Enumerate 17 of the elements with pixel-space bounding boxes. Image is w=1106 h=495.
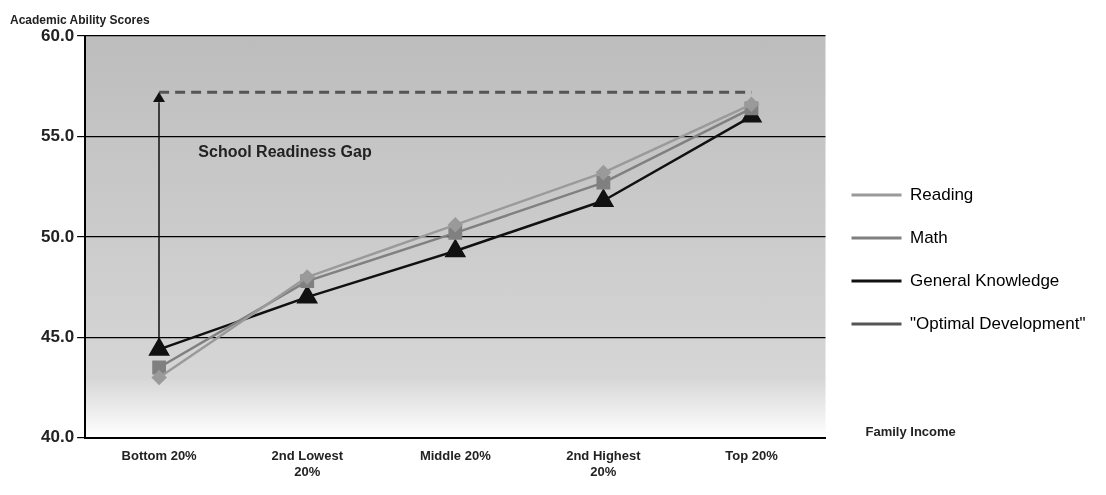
y-tick-label: 40.0: [40, 427, 75, 447]
x-tick-label: 2nd Highest 20%: [566, 448, 642, 479]
x-tick-label: Bottom 20%: [121, 448, 198, 464]
annotation: School Readiness Gap: [198, 142, 372, 160]
y-tick-label: 45.0: [40, 327, 75, 347]
x-tick-label: Middle 20%: [419, 448, 492, 464]
y-tick-label: 60.0: [40, 25, 75, 45]
x-tick-label: Top 20%: [725, 448, 779, 464]
y-axis-title: Academic Ability Scores: [10, 13, 150, 27]
x-axis-title: Family Income: [865, 423, 956, 439]
legend-label: Reading: [910, 184, 974, 204]
legend-label: Math: [910, 227, 948, 247]
x-tick-label: 2nd Lowest 20%: [271, 448, 344, 479]
y-tick-label: 55.0: [40, 126, 75, 146]
legend-label: "Optimal Development": [910, 313, 1086, 333]
y-tick-label: 50.0: [40, 226, 75, 246]
legend-label: General Knowledge: [910, 270, 1060, 290]
